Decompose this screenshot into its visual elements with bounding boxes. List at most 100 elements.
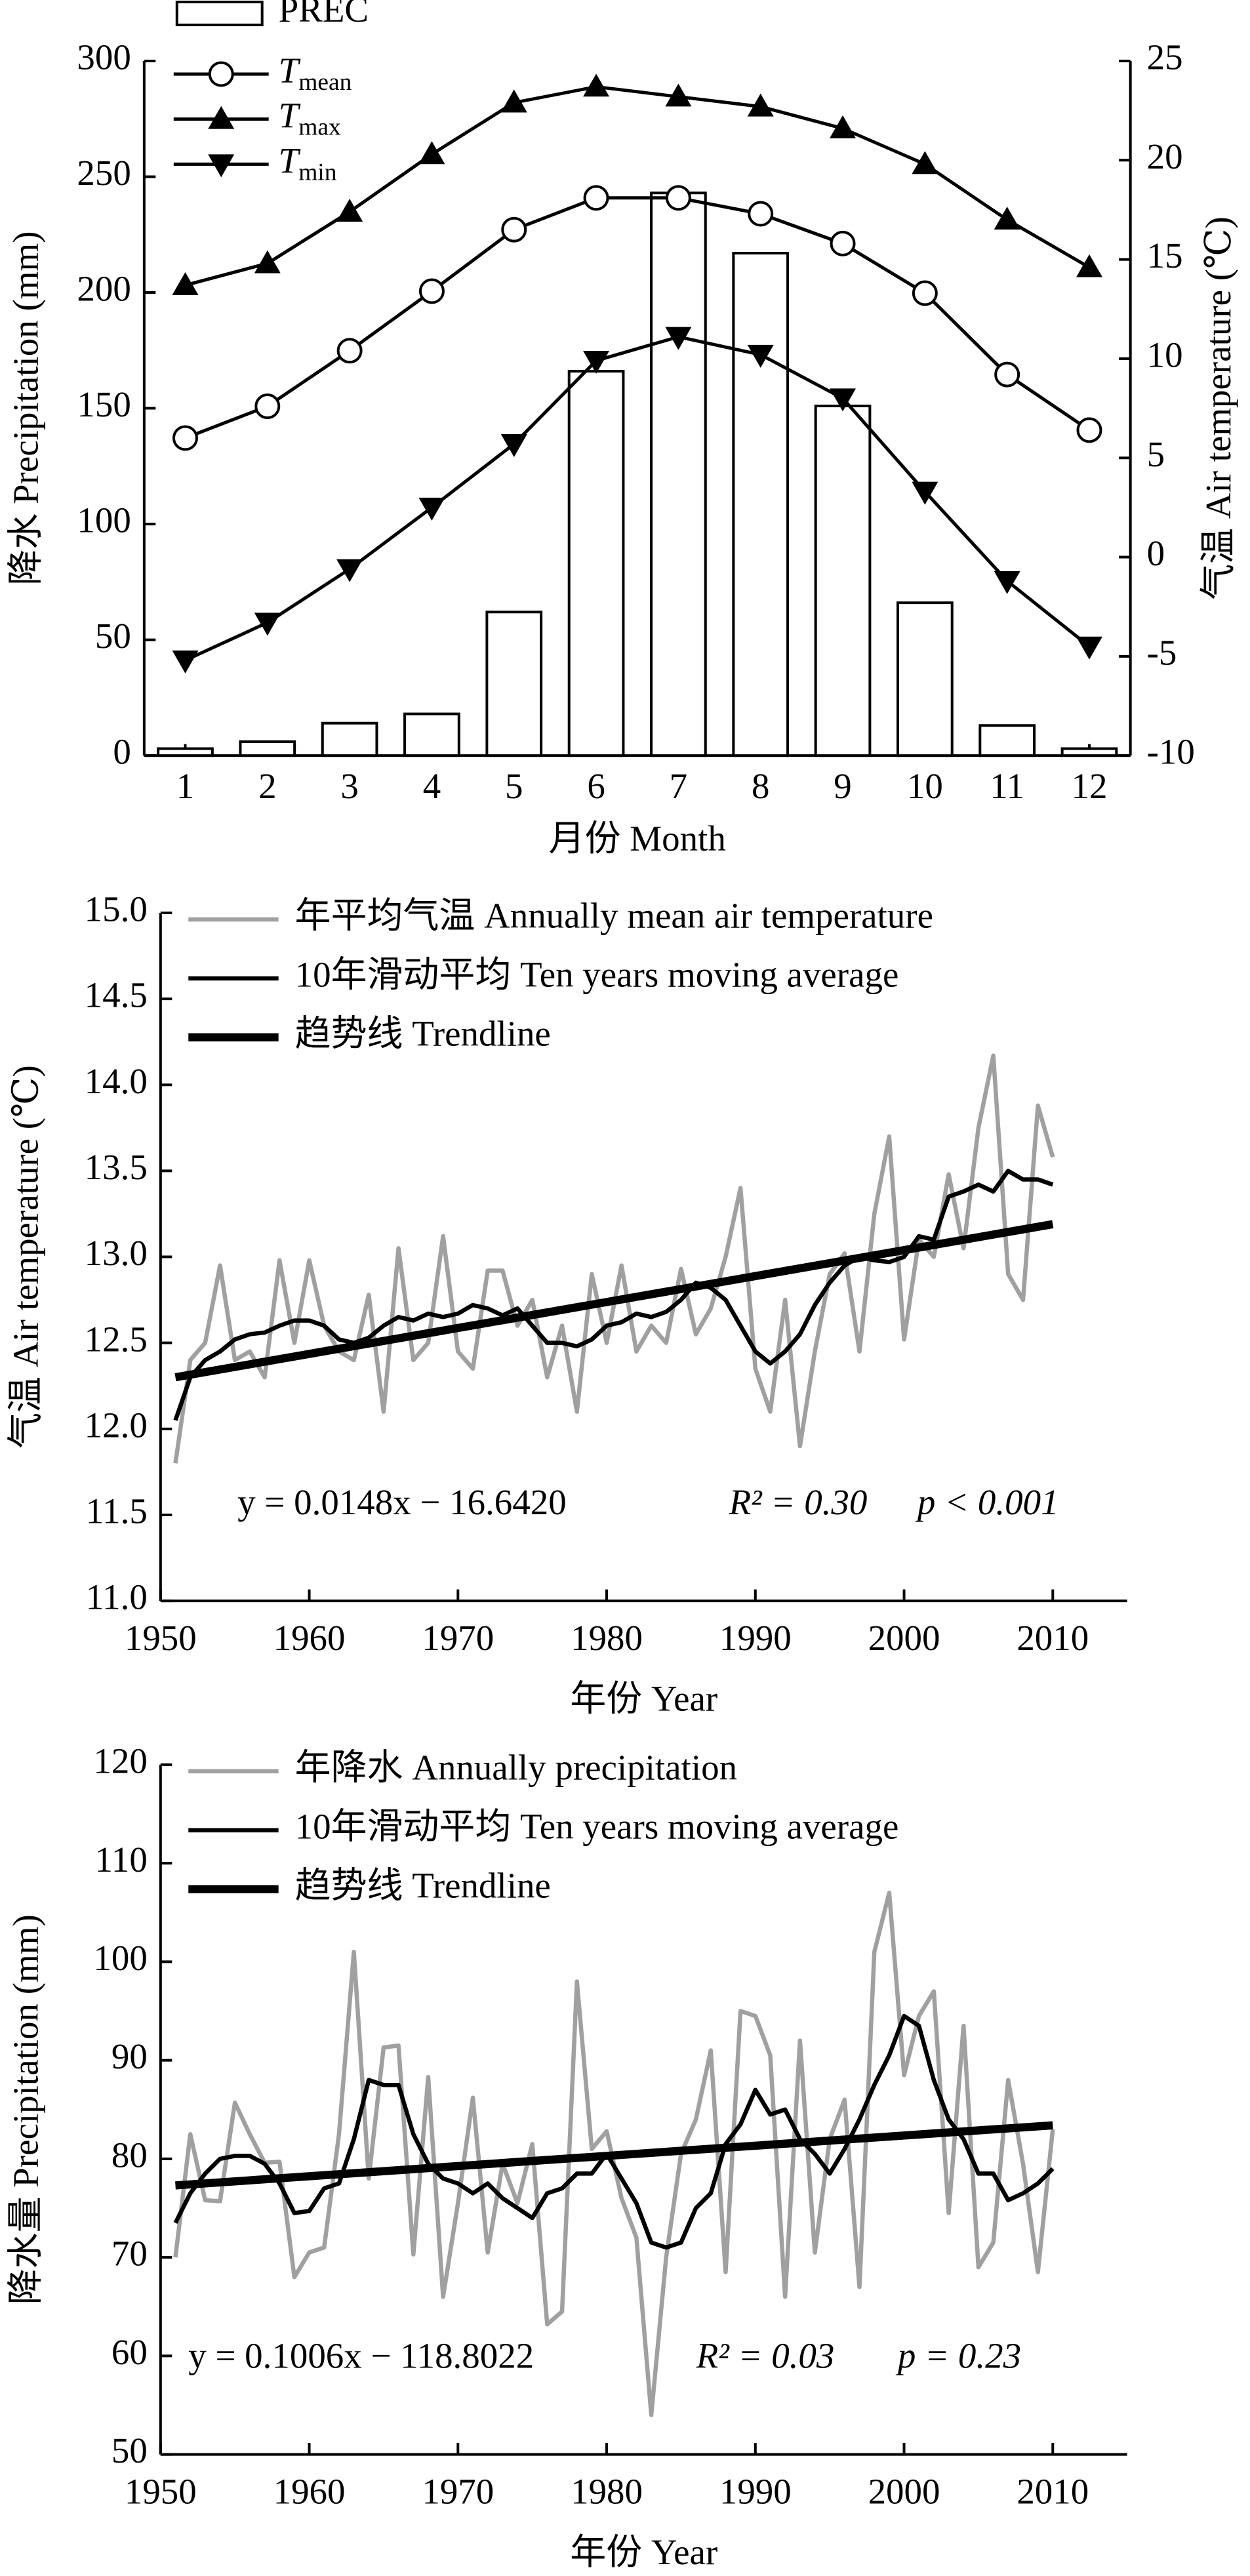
legend-label: 年降水 Annually precipitation (295, 1748, 737, 1788)
bar (1060, 747, 1118, 757)
y-tick-label: 50 (111, 2430, 148, 2470)
marker (912, 280, 938, 306)
bar (239, 740, 296, 757)
x-tick-label: 1970 (422, 1618, 494, 1658)
y2-tick-label: 25 (1147, 37, 1183, 77)
marker (994, 361, 1020, 388)
x-tick-label: 1990 (719, 1618, 792, 1658)
line (173, 2013, 1055, 2250)
y2-axis-label: 气温 Air temperature (℃) (1198, 216, 1238, 600)
marker (172, 650, 199, 674)
y-tick-label: 100 (77, 500, 131, 540)
x-tick-label: 12 (1072, 766, 1108, 806)
legend-marker (208, 61, 234, 87)
marker (418, 278, 445, 304)
legend-symbol: T (279, 140, 301, 180)
marker (254, 613, 281, 636)
y-tick-label: 12.0 (85, 1405, 148, 1445)
marker (500, 434, 527, 458)
marker (665, 83, 692, 107)
marker (912, 481, 938, 505)
x-tick-label: 2 (258, 766, 276, 806)
y-axis-label: 气温 Air temperature (℃) (6, 1065, 46, 1449)
marker (254, 250, 281, 273)
bar (650, 191, 707, 757)
y-tick-label: 12.5 (85, 1319, 148, 1359)
legend-subscript: mean (298, 69, 352, 96)
legend-label: 10年滑动平均 Ten years moving average (295, 954, 899, 994)
y-axis-label: 降水 Precipitation (mm) (6, 231, 46, 585)
y-tick-label: 11.0 (86, 1577, 148, 1617)
y2-tick-label: 5 (1147, 434, 1165, 474)
marker (583, 350, 610, 374)
y-tick-label: 150 (77, 384, 131, 424)
x-tick-label: 10 (907, 766, 943, 806)
legend-label: Tmin (279, 140, 337, 186)
marker (830, 115, 857, 138)
line (184, 196, 1091, 440)
x-tick-label: 11 (990, 766, 1024, 806)
marker (748, 201, 774, 227)
y2-tick-label: 0 (1147, 533, 1165, 573)
y2-tick-label: -10 (1147, 732, 1195, 772)
legend-label: Tmean (279, 50, 352, 96)
bar (896, 601, 954, 757)
marker (583, 73, 610, 97)
line (184, 335, 1091, 662)
marker (336, 559, 363, 582)
marker (336, 198, 363, 222)
legend-subscript: max (298, 113, 341, 140)
annotation: p < 0.001 (915, 1482, 1059, 1522)
y2-tick-label: 10 (1147, 335, 1183, 375)
annotation: R² = 0.03 (696, 2335, 835, 2375)
y-tick-label: 90 (111, 2036, 148, 2076)
marker (583, 185, 609, 211)
x-tick-label: 7 (670, 766, 687, 806)
annotation: y = 0.1006x − 118.8022 (188, 2335, 534, 2375)
marker (912, 151, 938, 174)
x-tick-label: 2000 (868, 1618, 940, 1658)
legend-label: Tmax (279, 95, 341, 140)
marker (336, 338, 363, 364)
legend-marker (208, 106, 235, 129)
legend-symbol: T (279, 50, 301, 91)
marker (501, 216, 527, 243)
x-tick-label: 3 (340, 766, 358, 806)
bar (403, 712, 460, 757)
annotation: R² = 0.30 (729, 1482, 868, 1522)
y2-tick-label: 15 (1147, 235, 1183, 275)
line (174, 1220, 1054, 1382)
y-tick-label: 13.0 (85, 1233, 148, 1273)
x-tick-label: 1980 (571, 2472, 643, 2512)
y-tick-label: 11.5 (86, 1491, 148, 1531)
legend-label: 年平均气温 Annually mean air temperature (295, 896, 933, 936)
x-tick-label: 1970 (422, 2472, 494, 2512)
y-tick-label: 200 (77, 269, 131, 309)
y-tick-label: 250 (77, 153, 131, 193)
x-tick-label: 1950 (125, 1618, 197, 1658)
y-tick-label: 50 (95, 616, 131, 656)
marker (172, 272, 199, 295)
bar (814, 405, 872, 757)
bar (567, 370, 625, 757)
x-tick-label: 9 (834, 766, 851, 806)
marker (830, 388, 857, 412)
y-tick-label: 120 (93, 1741, 147, 1781)
y-tick-label: 80 (111, 2135, 148, 2175)
bar (321, 721, 378, 757)
x-tick-label: 2010 (1017, 1618, 1089, 1658)
x-tick-label: 1 (176, 766, 194, 806)
legend-swatch (175, 1, 264, 27)
y-tick-label: 15.0 (85, 889, 148, 929)
legend-label: 趋势线 Trendline (295, 1865, 551, 1905)
x-axis-label: 月份 Month (549, 818, 726, 858)
marker (172, 425, 198, 451)
y-axis-label: 降水量 Precipitation (mm) (6, 1914, 46, 2304)
x-axis-label: 年份 Year (570, 1679, 717, 1719)
y-tick-label: 300 (77, 37, 131, 77)
marker (747, 93, 774, 117)
line (184, 85, 1091, 287)
y2-tick-label: 20 (1147, 136, 1183, 176)
y-tick-label: 70 (111, 2234, 148, 2274)
